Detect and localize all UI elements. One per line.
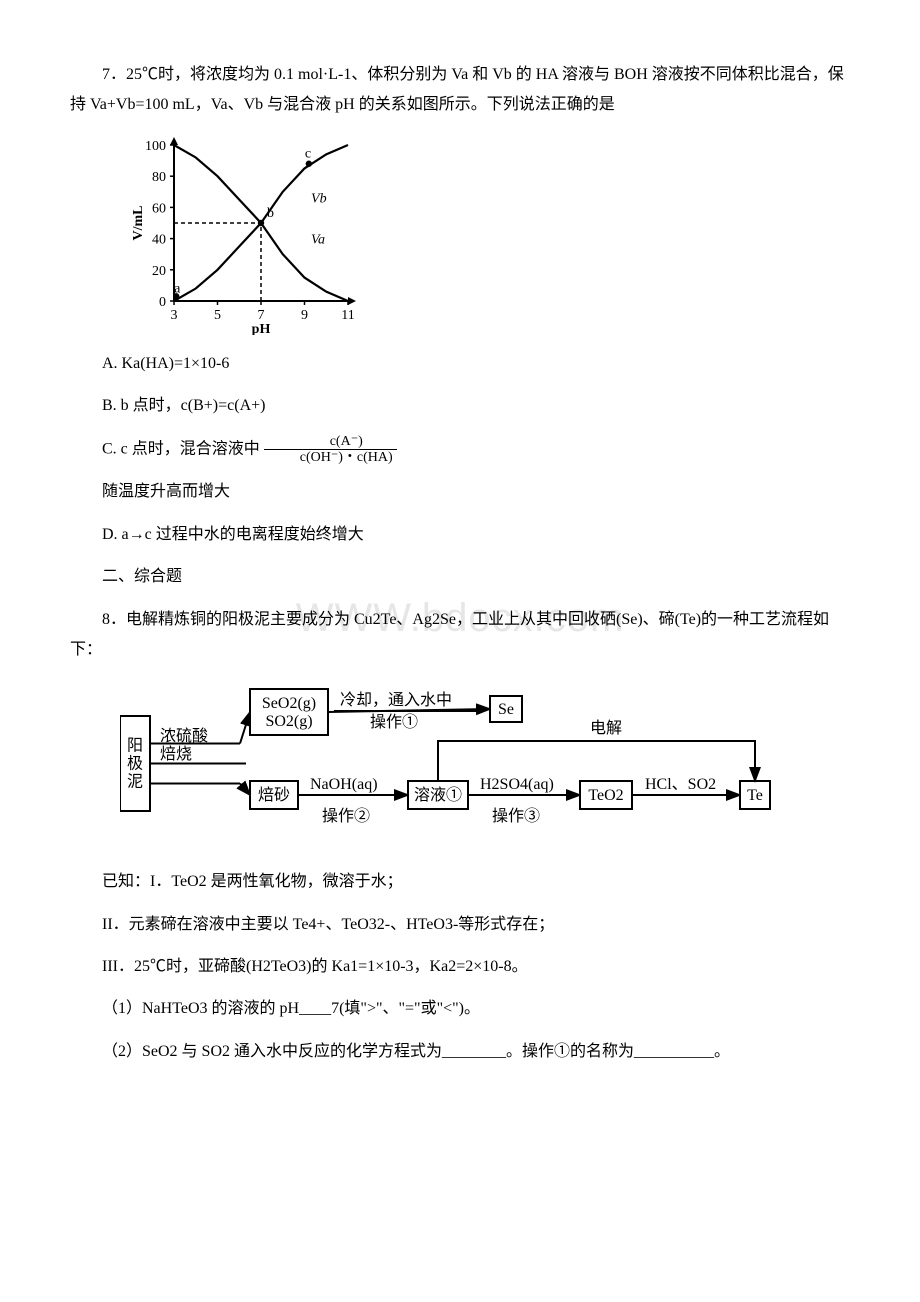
q8-known-3: III．25℃时，亚碲酸(H2TeO3)的 Ka1=1×10-3，Ka2=2×1… xyxy=(70,952,850,982)
q7-optc-den: c(OH⁻)・c(HA) xyxy=(264,450,397,465)
svg-text:pH: pH xyxy=(252,322,271,335)
svg-text:3: 3 xyxy=(171,308,178,323)
svg-text:c: c xyxy=(305,147,311,162)
svg-text:TeO2: TeO2 xyxy=(588,787,623,804)
svg-text:NaOH(aq): NaOH(aq) xyxy=(310,776,378,793)
q7-option-c: C. c 点时，混合溶液中 c(A⁻) c(OH⁻)・c(HA) xyxy=(70,434,850,466)
svg-text:20: 20 xyxy=(152,264,166,279)
q7-optc-suffix: 随温度升高而增大 xyxy=(70,477,850,507)
q8-flowchart: 阳极泥 浓硫酸焙烧 SeO2(g)SO2(g) 冷却，通入水中操作① Se 焙砂 NaOH(… xyxy=(120,681,800,851)
svg-text:80: 80 xyxy=(152,170,166,185)
q7-optc-fraction: c(A⁻) c(OH⁻)・c(HA) xyxy=(264,434,397,466)
q7-option-a: A. Ka(HA)=1×10-6 xyxy=(70,349,850,379)
svg-text:7: 7 xyxy=(258,308,265,323)
q8-prompt: 8．电解精炼铜的阳极泥主要成分为 Cu2Te、Ag2Se，工业上从其中回收硒(S… xyxy=(70,605,850,666)
svg-text:操作②: 操作② xyxy=(322,807,370,825)
q8-sub-1: （1）NaHTeO3 的溶液的 pH____7(填">"、"="或"<")。 xyxy=(70,994,850,1024)
svg-text:溶液①: 溶液① xyxy=(414,786,462,804)
svg-text:V/mL: V/mL xyxy=(131,205,146,240)
svg-text:60: 60 xyxy=(152,201,166,216)
svg-text:HCl、SO2: HCl、SO2 xyxy=(645,776,716,793)
svg-text:焙烧: 焙烧 xyxy=(160,745,192,763)
svg-text:操作③: 操作③ xyxy=(492,807,540,825)
svg-text:SO2(g): SO2(g) xyxy=(265,713,312,730)
section-2-title: 二、综合题 xyxy=(70,562,850,592)
svg-text:焙砂: 焙砂 xyxy=(258,786,290,804)
svg-text:b: b xyxy=(267,206,274,221)
svg-text:阳: 阳 xyxy=(127,737,143,755)
svg-text:泥: 泥 xyxy=(127,773,143,791)
svg-text:0: 0 xyxy=(159,295,166,310)
svg-text:Vb: Vb xyxy=(311,192,327,207)
q8-flow-wrap: 阳极泥 浓硫酸焙烧 SeO2(g)SO2(g) 冷却，通入水中操作① Se 焙砂 NaOH(… xyxy=(70,681,850,851)
q8-known-2: II．元素碲在溶液中主要以 Te4+、TeO32-、HTeO3-等形式存在； xyxy=(70,910,850,940)
q8-known-1: 已知：I．TeO2 是两性氧化物，微溶于水； xyxy=(70,867,850,897)
q7-option-d: D. a→c 过程中水的电离程度始终增大 xyxy=(70,520,850,550)
q7-optc-num: c(A⁻) xyxy=(264,434,397,450)
svg-text:a: a xyxy=(174,281,181,296)
q7-optc-prefix: C. c 点时，混合溶液中 xyxy=(102,440,260,457)
svg-text:电解: 电解 xyxy=(590,719,622,737)
svg-text:40: 40 xyxy=(152,232,166,247)
svg-text:Va: Va xyxy=(311,232,325,247)
svg-text:极: 极 xyxy=(127,755,143,773)
svg-text:冷却，通入水中: 冷却，通入水中 xyxy=(340,691,452,709)
svg-text:Se: Se xyxy=(498,701,514,718)
svg-text:浓硫酸: 浓硫酸 xyxy=(160,727,208,745)
page-content: 7．25℃时，将浓度均为 0.1 mol·L-1、体积分别为 Va 和 Vb 的… xyxy=(70,60,850,1067)
q8-sub-2: （2）SeO2 与 SO2 通入水中反应的化学方程式为________。操作①的… xyxy=(70,1037,850,1067)
svg-text:5: 5 xyxy=(214,308,221,323)
q7-chart: 0 20 40 60 80 100 3 5 7 9 11 pH V/mL Vb Va a b c xyxy=(130,135,360,335)
svg-text:Te: Te xyxy=(747,787,763,804)
svg-text:11: 11 xyxy=(341,308,354,323)
svg-text:SeO2(g): SeO2(g) xyxy=(262,695,316,712)
svg-text:操作①: 操作① xyxy=(370,713,418,731)
q7-chart-wrap: 0 20 40 60 80 100 3 5 7 9 11 pH V/mL Vb Va a b c xyxy=(130,135,850,335)
q7-option-b: B. b 点时，c(B+)=c(A+) xyxy=(70,391,850,421)
svg-text:9: 9 xyxy=(301,308,308,323)
q7-prompt: 7．25℃时，将浓度均为 0.1 mol·L-1、体积分别为 Va 和 Vb 的… xyxy=(70,60,850,121)
svg-text:100: 100 xyxy=(145,139,166,154)
svg-text:H2SO4(aq): H2SO4(aq) xyxy=(480,776,554,793)
